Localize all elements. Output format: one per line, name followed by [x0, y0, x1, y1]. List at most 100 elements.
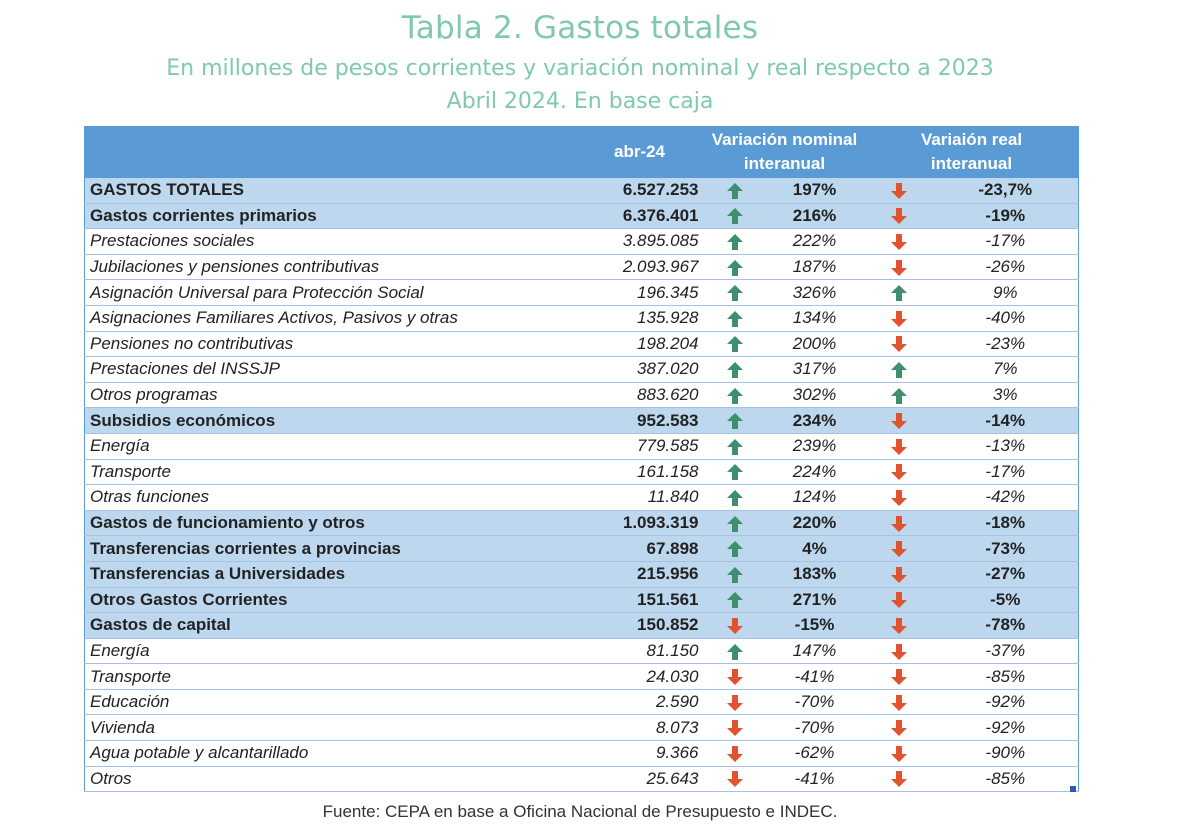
- table-row: Gastos corrientes primarios 6.376.401 216%…: [84, 203, 1079, 230]
- row-nominal-variation: 187%: [764, 254, 865, 281]
- row-nominal-variation: 234%: [764, 407, 865, 434]
- arrow-up-icon: [704, 587, 765, 614]
- row-nominal-variation: 271%: [764, 587, 865, 614]
- row-label: Vivienda: [84, 714, 575, 742]
- row-value: 196.345: [574, 279, 705, 306]
- row-value: 81.150: [574, 638, 705, 665]
- row-nominal-variation: 197%: [764, 178, 865, 204]
- arrow-up-icon: [704, 305, 765, 332]
- arrow-down-icon: [864, 638, 933, 665]
- row-label: Prestaciones del INSSJP: [84, 356, 575, 383]
- table-row: Transporte 161.158 224% -17%: [84, 459, 1079, 486]
- row-real-variation: 9%: [932, 279, 1079, 306]
- arrow-up-icon: [704, 254, 765, 281]
- expenses-table: abr-24 Variación nominal interanual Vari…: [84, 126, 1079, 793]
- table-row: Agua potable y alcantarillado 9.366 -62% -9…: [84, 740, 1079, 767]
- row-label: Subsidios económicos: [84, 407, 575, 434]
- arrow-down-icon: [864, 535, 933, 562]
- row-label: Otros Gastos Corrientes: [84, 587, 575, 614]
- row-value: 8.073: [574, 714, 705, 742]
- arrow-down-icon: [864, 714, 933, 742]
- table-row: Gastos de capital 150.852 -15% -78%: [84, 612, 1079, 639]
- row-label: Gastos corrientes primarios: [84, 203, 575, 230]
- arrow-down-icon: [704, 740, 765, 767]
- arrow-down-icon: [864, 510, 933, 537]
- row-nominal-variation: 317%: [764, 356, 865, 383]
- row-value: 387.020: [574, 356, 705, 383]
- row-nominal-variation: 183%: [764, 561, 865, 588]
- row-label: Transferencias corrientes a provincias: [84, 535, 575, 562]
- row-real-variation: -85%: [932, 663, 1079, 690]
- row-label: Transporte: [84, 459, 575, 486]
- arrow-up-icon: [704, 433, 765, 460]
- row-real-variation: -92%: [932, 714, 1079, 742]
- row-nominal-variation: 302%: [764, 382, 865, 409]
- row-value: 6.376.401: [574, 203, 705, 230]
- table-body: GASTOS TOTALES 6.527.253 197% -23,7% Gastos …: [84, 178, 1079, 793]
- arrow-up-icon: [704, 561, 765, 588]
- header-concept: [84, 126, 575, 178]
- row-nominal-variation: 200%: [764, 331, 865, 358]
- table-row: Energía 779.585 239% -13%: [84, 433, 1079, 460]
- arrow-down-icon: [704, 612, 765, 639]
- row-real-variation: -92%: [932, 689, 1079, 716]
- arrow-down-icon: [864, 228, 933, 255]
- table-row: Otras funciones 11.840 124% -42%: [84, 484, 1079, 511]
- table-row: Transferencias a Universidades 215.956 183…: [84, 561, 1079, 588]
- table-row: Subsidios económicos 952.583 234% -14%: [84, 407, 1079, 434]
- arrow-up-icon: [704, 279, 765, 306]
- row-real-variation: -18%: [932, 510, 1079, 537]
- row-label: Gastos de funcionamiento y otros: [84, 510, 575, 537]
- arrow-down-icon: [864, 612, 933, 639]
- row-value: 6.527.253: [574, 178, 705, 204]
- arrow-down-icon: [864, 407, 933, 434]
- row-value: 883.620: [574, 382, 705, 409]
- page-subtitle-date: Abril 2024. En base caja: [446, 89, 714, 114]
- header-real-line2: interanual: [930, 154, 1013, 173]
- row-nominal-variation: 239%: [764, 433, 865, 460]
- arrow-down-icon: [864, 663, 933, 690]
- arrow-down-icon: [704, 766, 765, 793]
- arrow-down-icon: [864, 305, 933, 332]
- row-value: 161.158: [574, 459, 705, 486]
- arrow-up-icon: [704, 382, 765, 409]
- row-label: GASTOS TOTALES: [84, 178, 575, 204]
- arrow-down-icon: [704, 663, 765, 690]
- arrow-up-icon: [704, 356, 765, 383]
- arrow-up-icon: [704, 178, 765, 204]
- table-row: Prestaciones sociales 3.895.085 222% -17%: [84, 228, 1079, 255]
- row-label: Transferencias a Universidades: [84, 561, 575, 588]
- arrow-down-icon: [704, 689, 765, 716]
- table-header-row: abr-24 Variación nominal interanual Vari…: [84, 126, 1079, 178]
- header-abr24: abr-24: [574, 126, 705, 178]
- arrow-up-icon: [704, 638, 765, 665]
- row-value: 24.030: [574, 663, 705, 690]
- row-label: Otras funciones: [84, 484, 575, 511]
- row-value: 779.585: [574, 433, 705, 460]
- table-row: Educación 2.590 -70% -92%: [84, 689, 1079, 716]
- row-nominal-variation: -70%: [764, 689, 865, 716]
- table-row: GASTOS TOTALES 6.527.253 197% -23,7%: [84, 178, 1079, 204]
- header-real-variation: Variaión real interanual: [864, 126, 1079, 178]
- row-label: Educación: [84, 689, 575, 716]
- row-real-variation: -37%: [932, 638, 1079, 665]
- row-value: 215.956: [574, 561, 705, 588]
- row-real-variation: -73%: [932, 535, 1079, 562]
- row-value: 25.643: [574, 766, 705, 793]
- arrow-down-icon: [864, 561, 933, 588]
- arrow-down-icon: [704, 714, 765, 742]
- row-label: Transporte: [84, 663, 575, 690]
- table-row: Asignaciones Familiares Activos, Pasivos…: [84, 305, 1079, 332]
- header-nominal-line1: Variación nominal: [711, 130, 858, 149]
- row-real-variation: -14%: [932, 407, 1079, 434]
- row-label: Energía: [84, 638, 575, 665]
- arrow-up-icon: [704, 331, 765, 358]
- table-row: Vivienda 8.073 -70% -92%: [84, 714, 1079, 742]
- row-real-variation: -23%: [932, 331, 1079, 358]
- arrow-down-icon: [864, 484, 933, 511]
- table-row: Asignación Universal para Protección Soc…: [84, 279, 1079, 306]
- row-value: 135.928: [574, 305, 705, 332]
- arrow-down-icon: [864, 254, 933, 281]
- table-row: Jubilaciones y pensiones contributivas 2.…: [84, 254, 1079, 281]
- table-row: Transporte 24.030 -41% -85%: [84, 663, 1079, 690]
